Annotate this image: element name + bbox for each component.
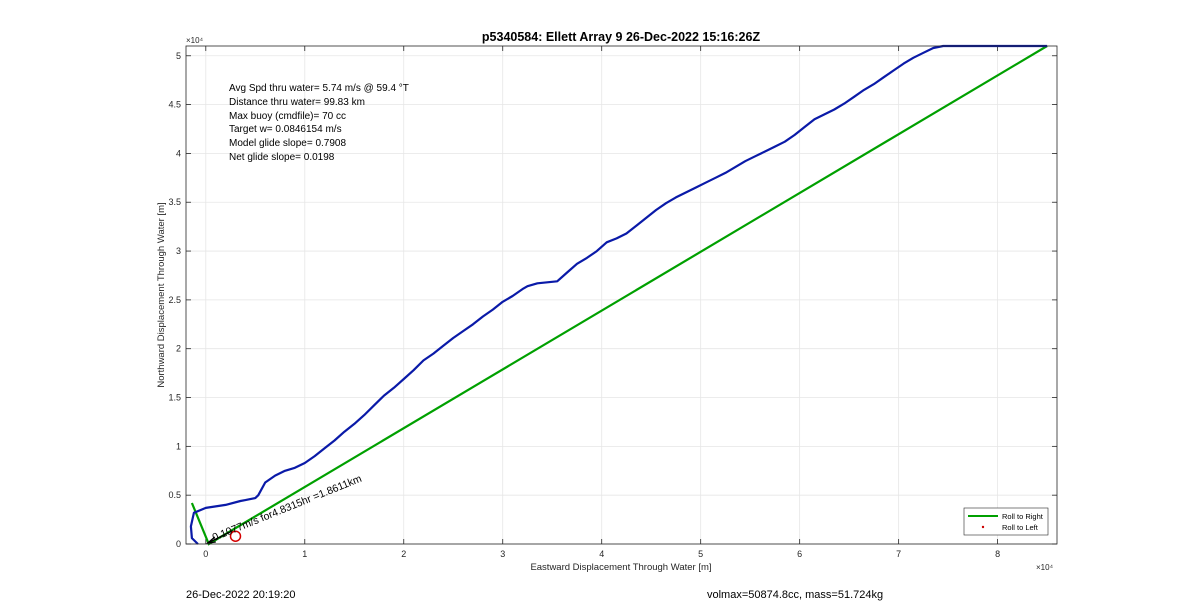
annotation-max-buoy: Max buoy (cmdfile)= 70 cc bbox=[229, 111, 346, 122]
y-tick-label: 1 bbox=[176, 441, 181, 451]
current-vector-group bbox=[205, 530, 242, 544]
legend-roll-left-label: Roll to Left bbox=[1002, 523, 1039, 532]
annotation-block: Avg Spd thru water= 5.74 m/s @ 59.4 °T D… bbox=[229, 83, 409, 163]
x-tick-label: 0 bbox=[203, 549, 208, 559]
current-vector-arrow bbox=[207, 530, 233, 544]
legend-roll-left-swatch bbox=[981, 525, 985, 529]
legend: Roll to Right Roll to Left bbox=[963, 507, 1049, 536]
y-tick-label: 3.5 bbox=[168, 197, 181, 207]
chart-title: p5340584: Ellett Array 9 26-Dec-2022 15:… bbox=[482, 30, 761, 44]
x-tick-label: 2 bbox=[401, 549, 406, 559]
y-tick-label: 5 bbox=[176, 51, 181, 61]
x-tick-label: 4 bbox=[599, 549, 604, 559]
y-exponent-label: ×10⁴ bbox=[186, 36, 204, 45]
current-vector-arrowhead bbox=[205, 536, 216, 544]
plot-area-border bbox=[185, 45, 1058, 545]
y-tick-label: 1.5 bbox=[168, 393, 181, 403]
x-tick-label: 6 bbox=[797, 549, 802, 559]
x-tick-label: 7 bbox=[896, 549, 901, 559]
footer-timestamp: 26-Dec-2022 20:19:20 bbox=[186, 589, 296, 601]
x-axis-label: Eastward Displacement Through Water [m] bbox=[530, 562, 711, 573]
legend-roll-right-label: Roll to Right bbox=[1002, 512, 1044, 521]
y-tick-label: 4 bbox=[176, 148, 181, 158]
current-end-marker bbox=[229, 530, 242, 542]
annotation-avg-speed: Avg Spd thru water= 5.74 m/s @ 59.4 °T bbox=[229, 83, 409, 94]
series-track-line bbox=[189, 44, 1048, 545]
x-tick-label: 5 bbox=[698, 549, 703, 559]
footer-volmax-mass: volmax=50874.8cc, mass=51.724kg bbox=[707, 589, 884, 601]
x-exponent-label: ×10⁴ bbox=[1036, 563, 1054, 572]
y-tick-label: 3 bbox=[176, 246, 181, 256]
legend-box bbox=[963, 507, 1049, 536]
annotation-distance: Distance thru water= 99.83 km bbox=[229, 97, 365, 108]
annotation-target-w: Target w= 0.0846154 m/s bbox=[229, 124, 342, 135]
x-tick-label: 8 bbox=[995, 549, 1000, 559]
y-tick-label: 2.5 bbox=[168, 295, 181, 305]
y-tick-label: 2 bbox=[176, 344, 181, 354]
y-tick-label: 0.5 bbox=[168, 490, 181, 500]
x-tick-label: 1 bbox=[302, 549, 307, 559]
y-tick-label: 4.5 bbox=[168, 100, 181, 110]
axis-ticks: 0 1 2 3 4 5 6 7 8 0 0.5 1 1.5 2 2.5 3 3.5 4 4.5 5 bbox=[168, 46, 1057, 559]
annotation-net-glide: Net glide slope= 0.0198 bbox=[229, 152, 335, 163]
annotation-model-glide: Model glide slope= 0.7908 bbox=[229, 138, 346, 149]
y-tick-label: 0 bbox=[176, 539, 181, 549]
x-tick-label: 3 bbox=[500, 549, 505, 559]
plot-area-background bbox=[186, 46, 1057, 544]
y-axis-label: Northward Displacement Through Water [m] bbox=[156, 202, 167, 387]
